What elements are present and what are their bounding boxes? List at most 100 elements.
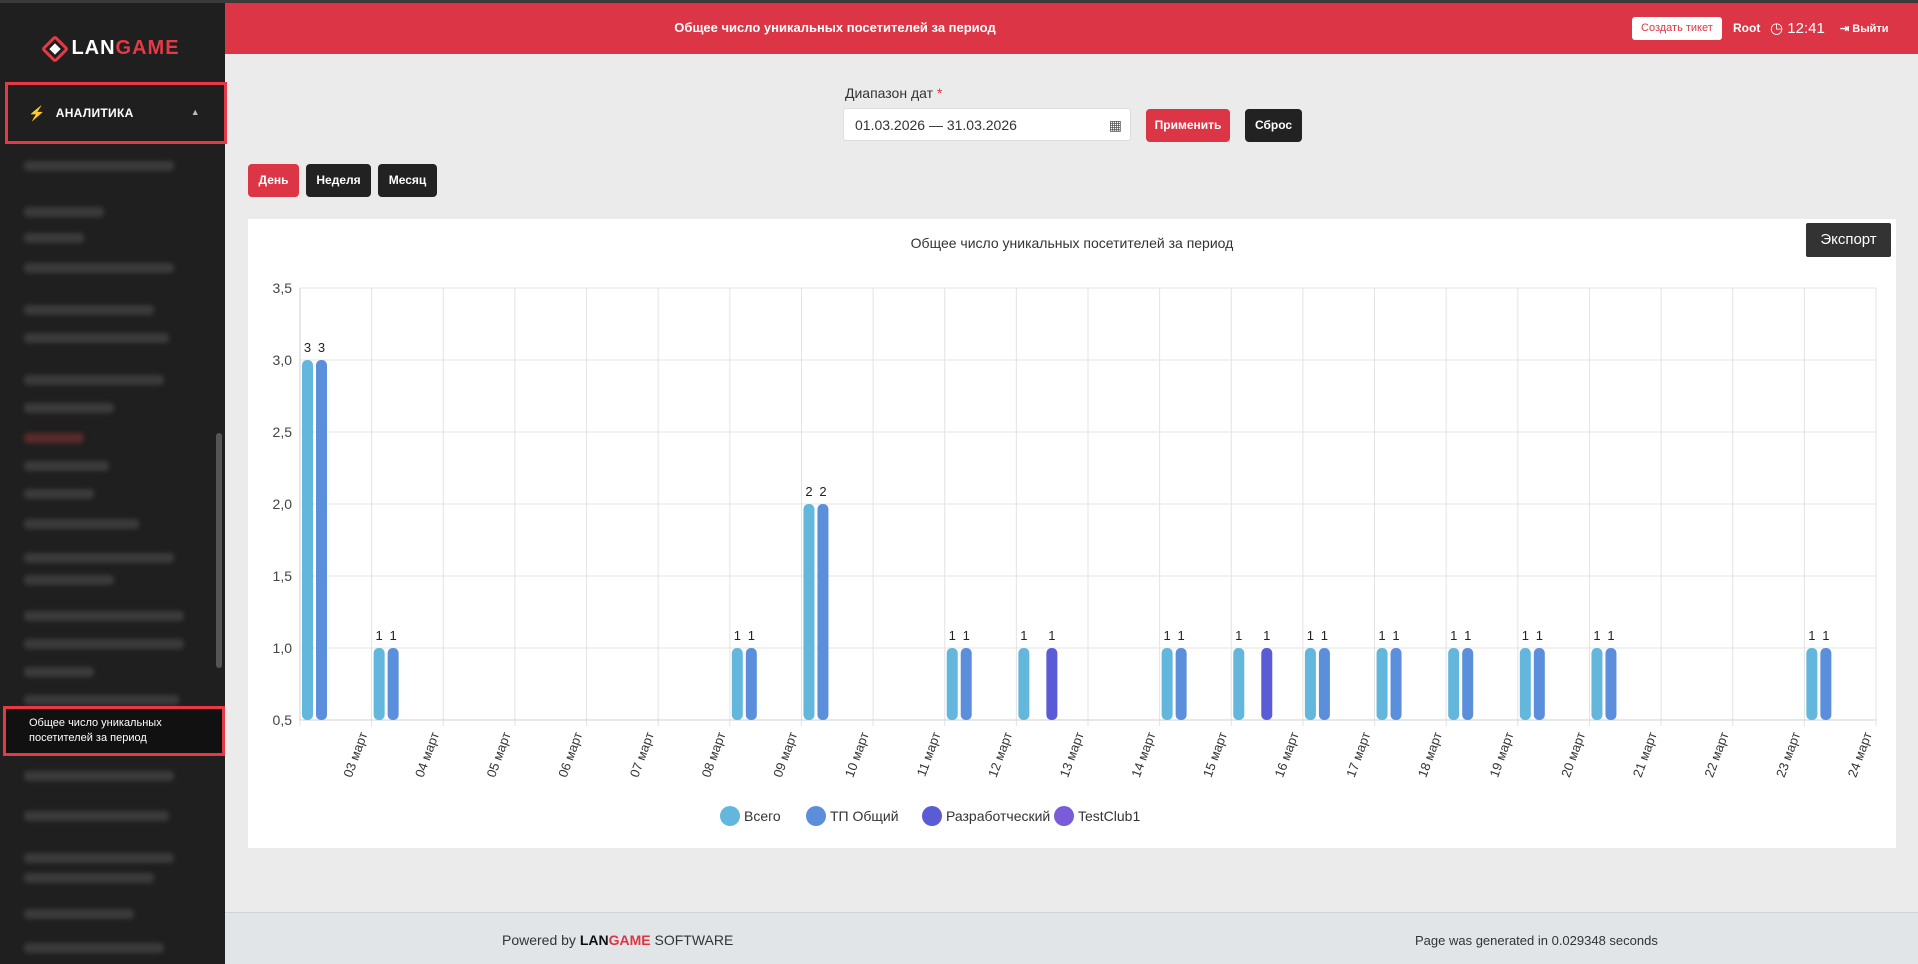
- sidebar-item-blurred[interactable]: [24, 207, 104, 217]
- x-tick-label: 03 март: [340, 730, 370, 779]
- sidebar-item-unique-visitors[interactable]: Общее число уникальных посетителей за пе…: [3, 706, 225, 756]
- bar: [946, 648, 958, 720]
- x-tick-label: 13 март: [1057, 730, 1087, 779]
- logo-text-lan: LAN: [71, 37, 116, 59]
- bar-value-label: 1: [1048, 628, 1055, 643]
- sidebar-item-blurred[interactable]: [24, 233, 84, 243]
- sidebar-scrollbar[interactable]: [216, 433, 222, 668]
- sidebar-item-blurred[interactable]: [24, 263, 174, 273]
- footer-brand: LANGAME: [579, 932, 651, 948]
- bar: [1318, 648, 1330, 720]
- date-range-input[interactable]: 01.03.2026 — 31.03.2026 ▦: [843, 108, 1131, 141]
- sidebar-item-blurred[interactable]: [24, 489, 94, 499]
- bar-value-label: 1: [949, 628, 956, 643]
- x-tick-label: 11 март: [914, 730, 944, 779]
- bar: [1820, 648, 1832, 720]
- sidebar-item-blurred[interactable]: [24, 611, 184, 621]
- required-mark: *: [936, 85, 943, 101]
- date-range-label: Диапазон дат *: [845, 85, 943, 101]
- sidebar-item-blurred[interactable]: [24, 771, 174, 781]
- bar: [1046, 648, 1058, 720]
- bar-value-label: 1: [963, 628, 970, 643]
- legend-label: ТП Общий: [830, 808, 899, 824]
- sidebar-item-blurred[interactable]: [24, 433, 84, 443]
- lightning-icon: ⚡: [28, 104, 46, 121]
- bar: [960, 648, 972, 720]
- sidebar-item-blurred[interactable]: [24, 161, 174, 171]
- sidebar-section-analytics[interactable]: ⚡ АНАЛИТИКА ▲: [5, 82, 227, 144]
- powered-by: Powered by LANGAME SOFTWARE: [502, 932, 734, 948]
- chart-title: Общее число уникальных посетителей за пе…: [911, 235, 1234, 251]
- logout-label: Выйти: [1852, 23, 1889, 35]
- sidebar-item-blurred[interactable]: [24, 575, 114, 585]
- sidebar-item-blurred[interactable]: [24, 519, 139, 529]
- bar-value-label: 1: [1178, 628, 1185, 643]
- bar-value-label: 1: [1593, 628, 1600, 643]
- x-tick-label: 24 март: [1845, 730, 1875, 779]
- sidebar-item-blurred[interactable]: [24, 403, 114, 413]
- bar-value-label: 1: [1378, 628, 1385, 643]
- sidebar-item-blurred[interactable]: [24, 943, 164, 953]
- footer: Powered by LANGAME SOFTWARE Page was gen…: [225, 912, 1918, 964]
- bar-value-label: 1: [748, 628, 755, 643]
- bar: [745, 648, 757, 720]
- bar-value-label: 1: [1607, 628, 1614, 643]
- langame-logo-icon: [41, 34, 70, 63]
- export-button[interactable]: Экспорт: [1806, 223, 1891, 257]
- logout-button[interactable]: ⇥ Выйти: [1840, 22, 1889, 35]
- period-month-button[interactable]: Месяц: [378, 164, 437, 197]
- bar: [1519, 648, 1531, 720]
- calendar-icon[interactable]: ▦: [1108, 117, 1122, 133]
- sidebar-item-blurred[interactable]: [24, 695, 179, 705]
- legend-label: Всего: [744, 808, 781, 824]
- sidebar-item-blurred[interactable]: [24, 461, 109, 471]
- sidebar-item-blurred[interactable]: [24, 333, 169, 343]
- bar: [1462, 648, 1474, 720]
- sidebar-item-blurred[interactable]: [24, 873, 154, 883]
- sidebar-item-blurred[interactable]: [24, 305, 154, 315]
- sidebar-item-blurred[interactable]: [24, 909, 134, 919]
- bar-value-label: 1: [1164, 628, 1171, 643]
- bar-value-label: 3: [318, 340, 325, 355]
- bar: [803, 504, 815, 720]
- user-name[interactable]: Root: [1733, 21, 1761, 35]
- period-day-button[interactable]: День: [248, 164, 299, 197]
- y-tick-label: 3,5: [273, 280, 293, 296]
- x-tick-label: 04 март: [412, 730, 442, 779]
- sidebar-item-blurred[interactable]: [24, 553, 174, 563]
- sidebar-item-blurred[interactable]: [24, 639, 184, 649]
- x-tick-label: 10 март: [842, 730, 872, 779]
- x-tick-label: 05 март: [484, 730, 514, 779]
- sidebar-item-blurred[interactable]: [24, 811, 169, 821]
- x-tick-label: 18 март: [1415, 730, 1445, 779]
- bar: [731, 648, 743, 720]
- x-tick-label: 09 март: [770, 730, 800, 779]
- bar-value-label: 1: [1536, 628, 1543, 643]
- bar: [1376, 648, 1388, 720]
- bar-value-label: 3: [304, 340, 311, 355]
- reset-button[interactable]: Сброс: [1245, 109, 1302, 142]
- create-ticket-button[interactable]: Создать тикет: [1632, 17, 1722, 40]
- bar-value-label: 1: [390, 628, 397, 643]
- bar-value-label: 1: [1822, 628, 1829, 643]
- bar: [1605, 648, 1617, 720]
- sidebar-item-blurred[interactable]: [24, 667, 94, 677]
- bar-value-label: 1: [1321, 628, 1328, 643]
- sidebar-item-blurred[interactable]: [24, 375, 164, 385]
- sidebar-item-blurred[interactable]: [24, 853, 174, 863]
- app-logo[interactable]: LANGAME: [0, 34, 225, 63]
- bar: [387, 648, 399, 720]
- page-generated-time: Page was generated in 0.029348 seconds: [1415, 933, 1658, 948]
- bar-value-label: 1: [1020, 628, 1027, 643]
- x-tick-label: 06 март: [555, 730, 585, 779]
- x-tick-label: 23 март: [1773, 730, 1803, 779]
- apply-button[interactable]: Применить: [1146, 109, 1230, 142]
- x-tick-label: 15 март: [1200, 730, 1230, 779]
- legend-label: Разработческий: [946, 808, 1050, 824]
- bar-value-label: 1: [1522, 628, 1529, 643]
- x-tick-label: 22 март: [1701, 730, 1731, 779]
- bar: [1448, 648, 1460, 720]
- x-tick-label: 16 март: [1272, 730, 1302, 779]
- period-week-button[interactable]: Неделя: [306, 164, 371, 197]
- bar: [1261, 648, 1273, 720]
